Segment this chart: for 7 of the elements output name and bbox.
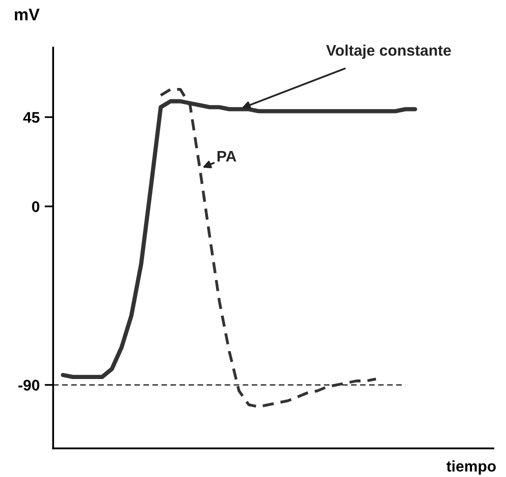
text: Voltaje constante — [326, 44, 451, 59]
y-tick-label: -90 — [18, 380, 40, 391]
y-tick-label: 45 — [23, 112, 40, 123]
y-axis-title: mV — [14, 8, 40, 20]
y-tick-label: 0 — [32, 201, 40, 212]
series-label: PA — [218, 151, 236, 162]
x-axis-title: tiempo — [446, 460, 496, 475]
